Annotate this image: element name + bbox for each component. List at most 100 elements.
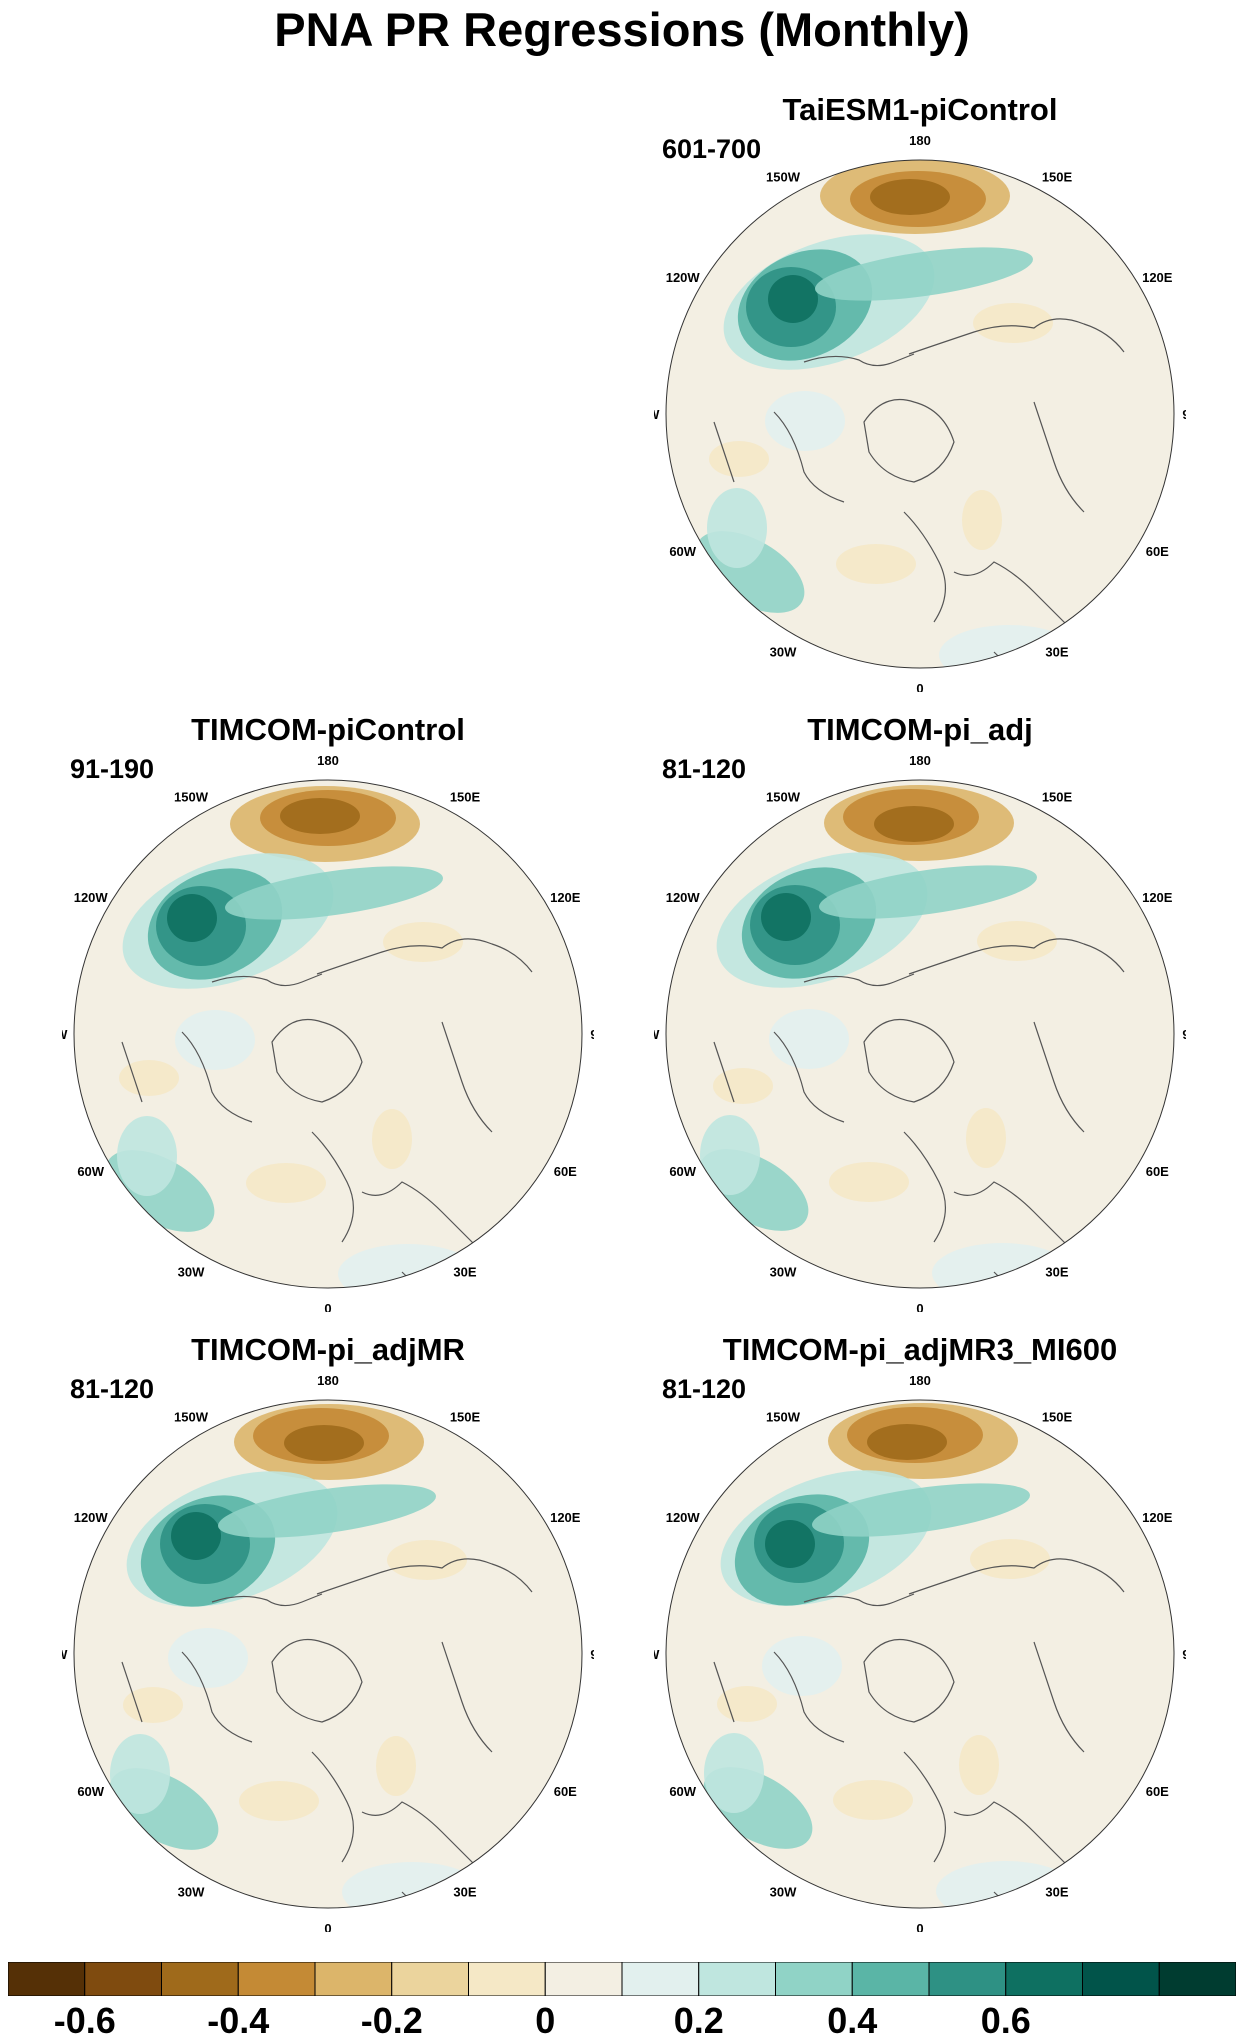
panel-title: TIMCOM-piControl	[191, 712, 465, 747]
period-label: 81-120	[662, 1374, 747, 1404]
coastline	[211, 1593, 323, 1607]
shading-blob	[867, 1424, 947, 1460]
coastline	[863, 398, 955, 483]
panel-timcom-picontrol: TIMCOM-piControl 91-190 180 150E 120E 90E 60…	[62, 712, 594, 1312]
colorbar-swatch	[544, 1962, 623, 1996]
coastline	[993, 1271, 1035, 1288]
colorbar-swatch	[775, 1962, 853, 1996]
colorbar-swatch	[621, 1962, 700, 1996]
panel-title: TIMCOM-pi_adj	[807, 712, 1033, 747]
figure-title: PNA PR Regressions (Monthly)	[274, 3, 970, 56]
map-border	[665, 779, 1175, 1289]
colorbar-swatch	[314, 1962, 393, 1996]
longitude-label: 150E	[1042, 790, 1073, 805]
longitude-label: 60E	[1146, 1164, 1169, 1179]
coastline	[953, 1181, 1075, 1253]
coastline	[316, 938, 533, 975]
colorbar-label: 0.6	[980, 2000, 1031, 2041]
shading-blob	[709, 441, 769, 477]
longitude-label: 30E	[453, 1884, 476, 1899]
longitude-label: 150W	[766, 790, 801, 805]
shading-blob	[966, 1108, 1006, 1168]
polar-map: 180 150E 120E 90E 60E 30E 0 30W 60W 90W 120W 150W	[654, 753, 1186, 1312]
longitude-label: 180	[317, 1373, 339, 1388]
coastline	[908, 318, 1125, 355]
coastline	[181, 1651, 253, 1743]
longitude-label: 90E	[590, 1027, 594, 1042]
longitude-label: 120W	[74, 890, 109, 905]
shading-blob	[977, 921, 1057, 961]
field-shading	[666, 160, 1174, 668]
coastline	[773, 1651, 845, 1743]
shading-blob	[765, 391, 845, 451]
longitude-label: 60W	[669, 544, 696, 559]
shading-blob	[970, 1539, 1050, 1579]
colorbar-swatch	[851, 1962, 930, 1996]
colorbar-swatch	[84, 1962, 162, 1996]
colorbar-label: -0.6	[53, 2000, 116, 2041]
shading-blob	[239, 1781, 319, 1821]
panel-taiesm1: TaiESM1-piControl 601-700 180 150E 120E 90E…	[654, 92, 1186, 692]
polar-map: 180 150E 120E 90E 60E 30E 0 30W 60W 90W 120W 150W	[654, 1373, 1186, 1932]
longitude-label: 120W	[74, 1510, 109, 1525]
coastline	[713, 421, 735, 483]
shading-blob	[284, 1425, 364, 1461]
longitude-label: 90W	[654, 1027, 660, 1042]
coastline	[713, 1041, 735, 1103]
panel-timcom-pi-adjmr: TIMCOM-pi_adjMR 81-120 180 150E 120E 90E 60E…	[62, 1332, 594, 1932]
longitude-label: 30E	[1045, 644, 1068, 659]
coastline	[1033, 401, 1085, 513]
panel-title: TIMCOM-pi_adjMR3_MI600	[722, 1332, 1118, 1367]
shading-blob	[376, 1736, 416, 1796]
longitude-label: 0	[916, 1301, 923, 1312]
shading-blob	[870, 179, 950, 215]
coastline	[903, 1131, 947, 1243]
shading-blob	[168, 1628, 248, 1688]
coastline	[773, 411, 845, 503]
coastline	[361, 1801, 483, 1873]
longitude-label: 150E	[450, 790, 481, 805]
longitude-label: 120W	[666, 270, 701, 285]
coastline	[953, 561, 1075, 633]
longitude-label: 150W	[174, 1410, 209, 1425]
shading-blob	[280, 798, 360, 834]
coastline	[713, 1661, 735, 1723]
colorbar-swatch	[8, 1962, 86, 1996]
longitude-label: 90W	[62, 1027, 68, 1042]
shading-blob	[119, 1060, 179, 1096]
coastline	[803, 353, 915, 367]
shading-blob	[815, 247, 1033, 301]
longitude-label: 60E	[554, 1784, 577, 1799]
colorbar-swatch	[1082, 1962, 1160, 1996]
longitude-label: 150W	[766, 1410, 801, 1425]
shading-blob	[383, 922, 463, 962]
coastline	[361, 1181, 483, 1253]
longitude-label: 60W	[669, 1164, 696, 1179]
longitude-label: 0	[916, 681, 923, 692]
shading-blob	[829, 1162, 909, 1202]
longitude-label: 150W	[174, 790, 209, 805]
panel-timcom-pi-adj: TIMCOM-pi_adj 81-120 180 150E 120E 90E 60E 30…	[654, 712, 1186, 1312]
coastline	[311, 1131, 355, 1243]
shading-blob	[372, 1109, 412, 1169]
shading-blob	[932, 1243, 1072, 1288]
coastline	[903, 511, 947, 623]
map-border	[665, 1399, 1175, 1909]
coastline	[903, 1751, 947, 1863]
colorbar-label: 0.4	[827, 2000, 878, 2041]
shading-blob	[836, 544, 916, 584]
longitude-label: 60W	[669, 1784, 696, 1799]
polar-map: 180 150E 120E 90E 60E 30E 0 30W 60W 90W 120W 150W	[654, 133, 1186, 692]
longitude-label: 90E	[590, 1647, 594, 1662]
colorbar-swatch	[161, 1962, 239, 1996]
longitude-label: 120W	[666, 890, 701, 905]
shading-blob	[833, 1780, 913, 1820]
longitude-label: 90W	[62, 1647, 68, 1662]
polar-map: 180 150E 120E 90E 60E 30E 0 30W 60W 90W 120W 150W	[62, 753, 594, 1312]
colorbar	[8, 1962, 1236, 1996]
coastline	[311, 1751, 355, 1863]
coastline	[1033, 1021, 1085, 1133]
longitude-label: 0	[324, 1921, 331, 1932]
longitude-label: 30W	[178, 1884, 205, 1899]
shading-blob	[700, 1115, 760, 1195]
